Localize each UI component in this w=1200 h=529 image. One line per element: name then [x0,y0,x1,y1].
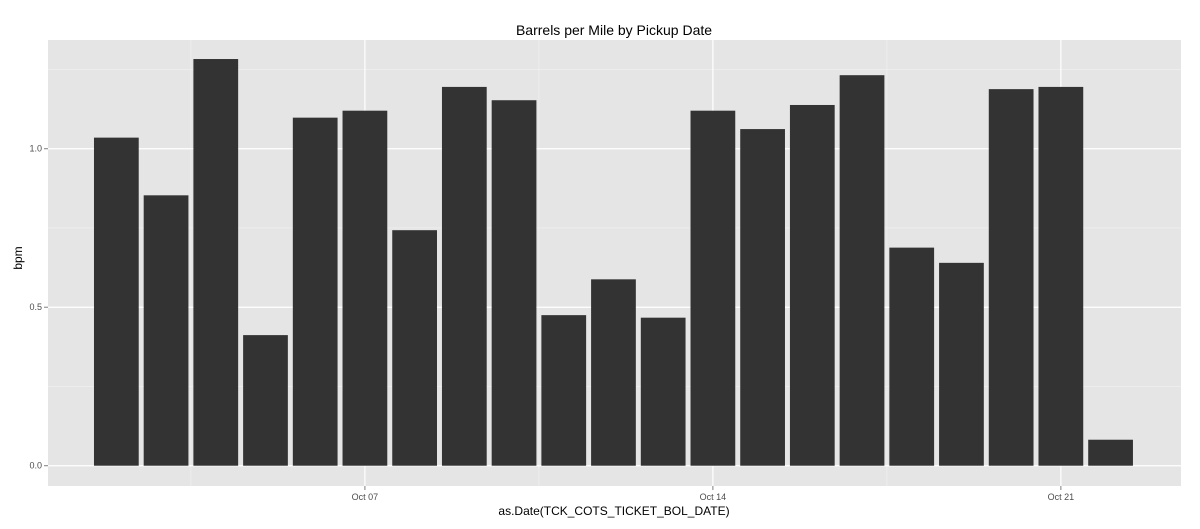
bar [143,195,189,466]
bar [889,247,935,466]
bar [789,104,835,466]
bar [441,86,487,466]
bar [1038,86,1084,466]
bar [740,129,785,466]
x-axis-title: as.Date(TCK_COTS_TICKET_BOL_DATE) [498,504,729,518]
x-tick-label: Oct 07 [352,492,379,502]
bar [591,279,636,466]
x-tick-label: Oct 14 [700,492,727,502]
bar [690,110,736,466]
y-tick-label: 0.0 [29,461,42,471]
y-tick-label: 0.5 [29,302,42,312]
bar [392,230,437,466]
bar [839,75,885,466]
bar [93,137,139,466]
bars [93,59,1133,466]
bar [939,262,984,466]
bar [292,117,338,466]
bar [491,100,537,466]
y-tick-label: 1.0 [29,144,42,154]
bar [988,89,1034,466]
bar [193,59,239,466]
x-tick-label: Oct 21 [1048,492,1075,502]
bar [541,315,587,466]
y-axis-title: bpm [11,246,25,269]
bar [342,110,388,466]
chart-title: Barrels per Mile by Pickup Date [516,22,712,38]
axis-ticks: 0.0 0.5 1.0 Oct 07 Oct 14 Oct 21 [29,144,1074,502]
bar [640,317,686,466]
bar [243,335,288,466]
bar [1088,439,1133,466]
